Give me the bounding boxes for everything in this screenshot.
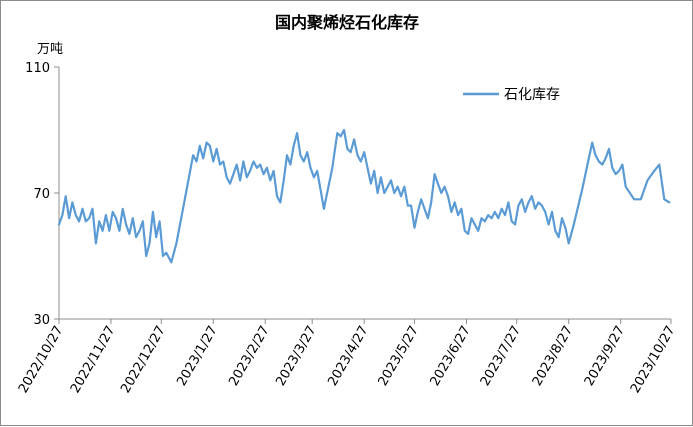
x-tick-label: 2023/2/27 — [226, 324, 272, 389]
y-tick-label: 70 — [33, 187, 50, 202]
legend: 石化库存 — [463, 87, 560, 103]
x-tick-label: 2023/8/27 — [530, 324, 576, 389]
chart-title: 国内聚烯烃石化库存 — [275, 13, 419, 32]
x-tick-label: 2023/3/27 — [273, 324, 319, 389]
x-tick-label: 2023/6/27 — [428, 324, 474, 389]
series-layer — [57, 128, 671, 264]
y-tick-label: 30 — [33, 313, 50, 328]
y-axis-ticks: 30 70 110 — [25, 61, 59, 328]
y-axis-unit-label: 万吨 — [37, 42, 63, 57]
x-tick-label: 2023/7/27 — [478, 324, 524, 389]
series-line-shihua-kucun — [57, 128, 671, 264]
y-tick-label: 110 — [25, 61, 50, 76]
x-tick-label: 2022/12/27 — [118, 324, 168, 396]
x-tick-label: 2023/10/27 — [628, 324, 678, 396]
legend-label: 石化库存 — [504, 87, 560, 103]
x-tick-label: 2022/10/27 — [16, 324, 66, 396]
x-axis-ticks: 2022/10/27 2022/11/27 2022/12/27 2023/1/27 2… — [16, 319, 678, 396]
x-tick-label: 2022/11/27 — [68, 324, 118, 396]
x-tick-label: 2023/5/27 — [376, 324, 422, 389]
x-tick-label: 2023/1/27 — [174, 324, 220, 389]
x-tick-label: 2023/4/27 — [325, 324, 371, 389]
x-tick-label: 2023/9/27 — [582, 324, 628, 389]
